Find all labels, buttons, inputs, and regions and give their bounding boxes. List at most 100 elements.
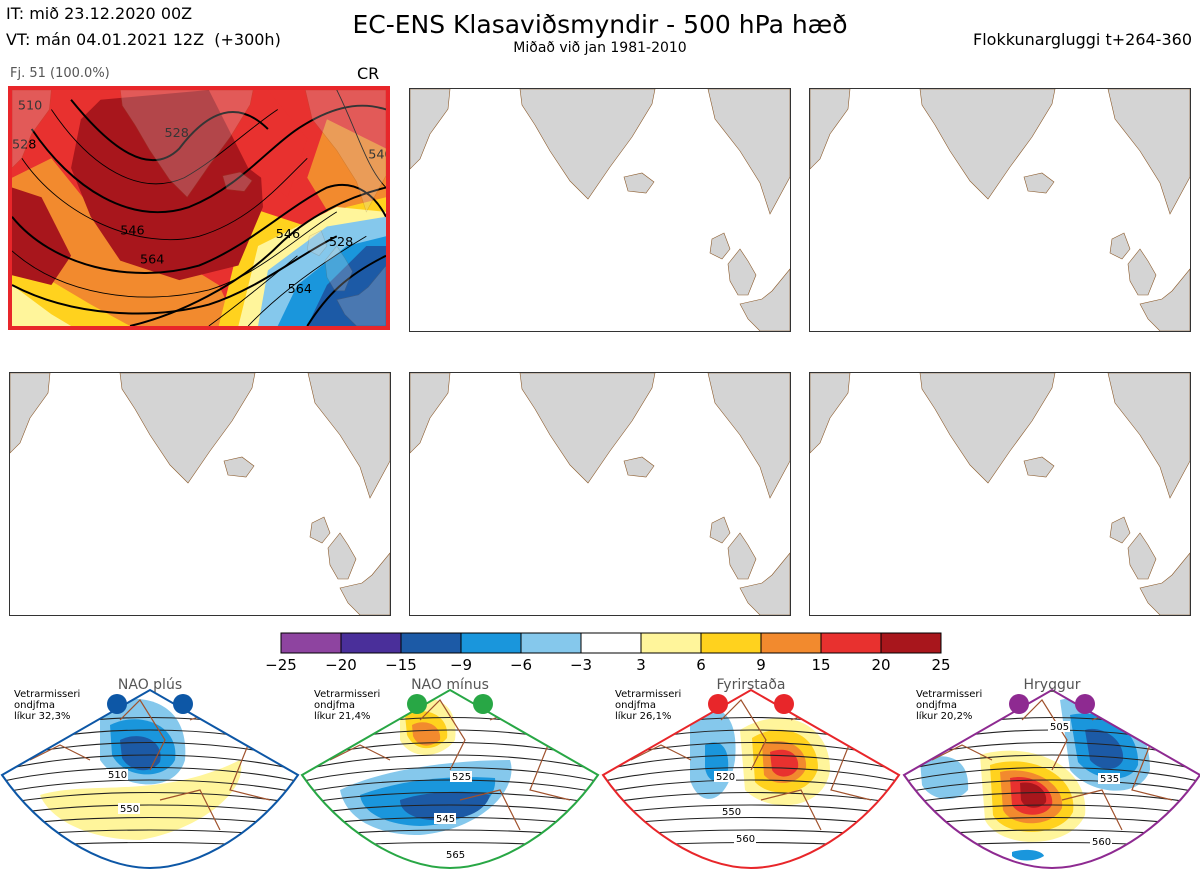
contour-label: 520 <box>716 772 735 783</box>
contour-label-bg <box>118 803 140 814</box>
height-contour <box>603 779 899 796</box>
anomaly-shading <box>1020 782 1047 808</box>
contour-label: 525 <box>452 772 471 783</box>
regime-outline <box>0 688 300 870</box>
regime-map: 505 535 560 <box>902 688 1200 870</box>
height-contour <box>603 766 899 785</box>
cluster-regime-code: CR <box>357 64 380 83</box>
contour-label: 510 <box>108 770 127 781</box>
regime-outline <box>601 688 901 870</box>
cluster-map-panel-6[interactable] <box>809 372 1191 616</box>
colorbar-tick-label: −3 <box>569 656 593 674</box>
regime-marker-dot <box>774 694 794 714</box>
height-contour <box>904 841 1200 851</box>
regime-map: 510 550 <box>0 688 300 870</box>
regime-probability: Vetrarmisseri ondjfma líkur 21,4% <box>314 689 381 722</box>
colorbar-tick-label: −6 <box>509 656 533 674</box>
cluster-map-panel-3[interactable] <box>809 88 1191 332</box>
anomaly-shading <box>920 756 969 800</box>
contour-label: 560 <box>1092 837 1111 848</box>
height-contour <box>904 754 1200 774</box>
regime-marker-dot <box>1009 694 1029 714</box>
height-contour <box>904 779 1200 796</box>
height-contour <box>302 829 598 840</box>
regime-title: NAO mínus <box>411 677 489 693</box>
regime-marker-dot <box>107 694 127 714</box>
empty-map <box>10 373 390 615</box>
contour-label-bg <box>720 806 742 817</box>
regime-title: Fyrirstaða <box>716 677 786 693</box>
anomaly-map: 510 528 528 546 564 546 528 564 540 <box>12 90 386 326</box>
colorbar-cell <box>820 632 882 654</box>
cluster-map-panel-4[interactable] <box>9 372 391 616</box>
contour-label-bg <box>714 771 736 782</box>
contour-label-bg <box>1090 836 1112 847</box>
anomaly-shading <box>400 791 490 821</box>
anomaly-shading <box>40 760 242 840</box>
height-contour <box>904 729 1200 752</box>
anomaly-shading <box>1085 728 1124 769</box>
colorbar-cell <box>400 632 462 654</box>
cluster-map-panel-active[interactable]: 510 528 528 546 564 546 528 564 540 <box>8 86 390 330</box>
contour-label-bg <box>1098 773 1120 784</box>
empty-map <box>410 89 790 331</box>
colorbar-tick-label: 3 <box>636 656 646 674</box>
empty-map <box>810 89 1190 331</box>
regime-probability: Vetrarmisseri ondjfma líkur 26,1% <box>615 689 682 722</box>
contour-label: 535 <box>1100 774 1119 785</box>
height-contour <box>904 766 1200 785</box>
contour-label: 564 <box>288 282 312 297</box>
contour-label: 565 <box>446 850 465 861</box>
colorbar-tick-label: 20 <box>871 656 891 674</box>
colorbar-cell <box>580 632 642 654</box>
regime-map: 520 550 560 <box>601 688 901 870</box>
contour-label: 546 <box>120 223 144 238</box>
colorbar-cell <box>340 632 402 654</box>
colorbar-tick-label: 15 <box>811 656 831 674</box>
cluster-map-panel-2[interactable] <box>409 88 791 332</box>
contour-label-bg <box>106 769 128 780</box>
regime-marker-dot <box>407 694 427 714</box>
colorbar <box>280 632 942 654</box>
colorbar-cell <box>280 632 342 654</box>
height-contour <box>302 791 598 807</box>
contour-label: 546 <box>276 227 300 242</box>
contour-label-bg <box>434 813 456 824</box>
anomaly-shading <box>412 722 441 746</box>
colorbar-tick-label: −9 <box>449 656 473 674</box>
colorbar-cell <box>880 632 942 654</box>
colorbar-cell <box>700 632 762 654</box>
height-contour <box>603 754 899 774</box>
contour-label: 560 <box>736 834 755 845</box>
regime-outline <box>902 688 1200 870</box>
cluster-map-panel-5[interactable] <box>409 372 791 616</box>
regime-title: Hryggur <box>1023 677 1081 693</box>
colorbar-tick-label: −20 <box>325 656 357 674</box>
colorbar-tick-label: 25 <box>931 656 951 674</box>
regime-probability: Vetrarmisseri ondjfma líkur 32,3% <box>14 689 81 722</box>
contour-label: 528 <box>329 235 353 250</box>
height-contour <box>603 791 899 807</box>
valid-time: VT: mán 04.01.2021 12Z (+300h) <box>6 30 281 49</box>
height-contour <box>302 766 598 785</box>
empty-map <box>410 373 790 615</box>
contour-label: 505 <box>1050 722 1069 733</box>
height-contour <box>904 791 1200 807</box>
page-subtitle: Miðað við jan 1981-2010 <box>513 40 687 56</box>
regime-marker-dot <box>1075 694 1095 714</box>
colorbar-cell <box>640 632 702 654</box>
regime-marker-dot <box>708 694 728 714</box>
regime-marker-dot <box>473 694 493 714</box>
anomaly-shading <box>1012 849 1044 861</box>
contour-label-bg <box>444 849 466 860</box>
height-contour <box>2 754 298 774</box>
colorbar-tick-label: −25 <box>265 656 297 674</box>
init-time: IT: mið 23.12.2020 00Z <box>6 4 193 23</box>
colorbar-cell <box>460 632 522 654</box>
height-contour <box>2 841 298 851</box>
contour-label-bg <box>1048 721 1070 732</box>
anomaly-shading <box>120 736 161 771</box>
coastline <box>29 699 271 831</box>
coastline <box>931 699 1173 831</box>
contour-label: 550 <box>722 807 741 818</box>
